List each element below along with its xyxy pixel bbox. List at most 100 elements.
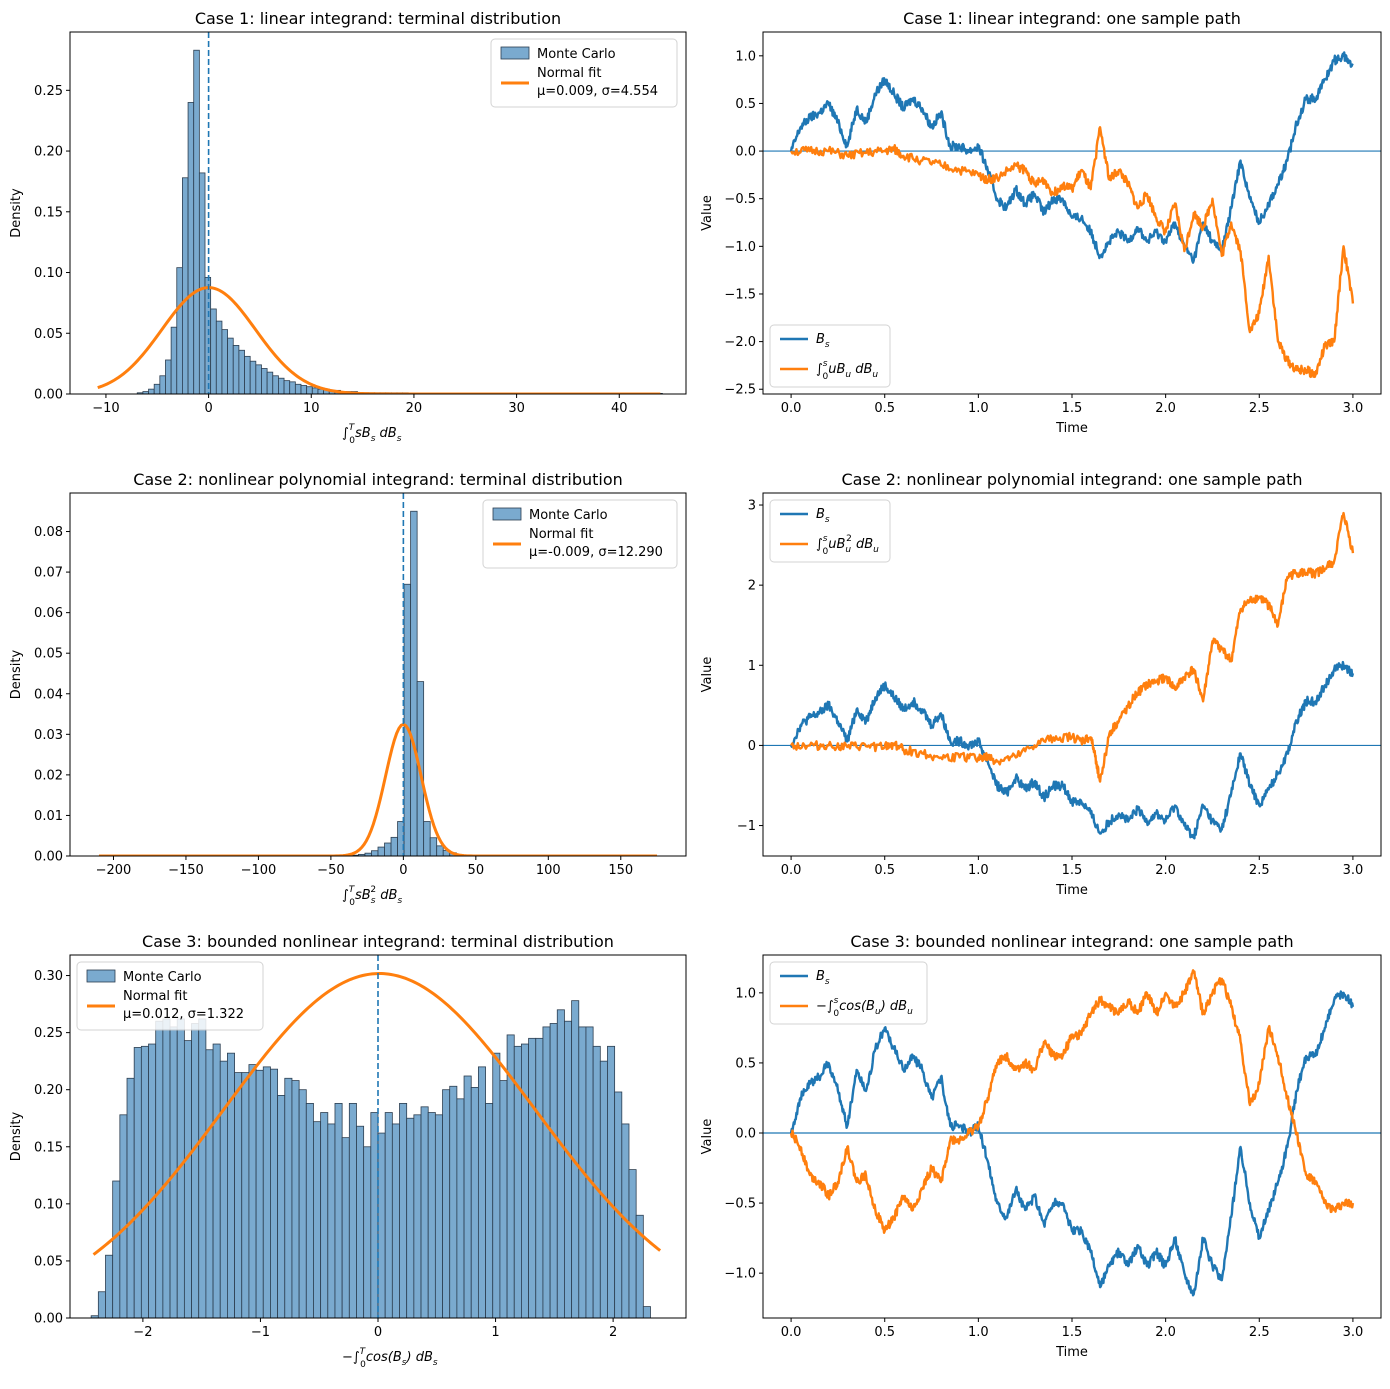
hist-bar <box>176 267 183 394</box>
y-axis-label: Value <box>700 657 715 693</box>
hist-bar <box>227 337 234 394</box>
hist-bar <box>542 1026 551 1318</box>
y-tick-label: 0.20 <box>34 1083 63 1098</box>
axes-frame <box>69 31 687 395</box>
legend-box <box>769 961 928 1025</box>
hist-bar <box>244 355 251 394</box>
x-tick-label: 0.5 <box>874 401 895 416</box>
hist-bar <box>212 1043 221 1318</box>
legend-label-part: s <box>834 996 839 1006</box>
plot-area <box>763 51 1381 379</box>
y-tick-label: −2.5 <box>724 383 756 398</box>
y-tick-label: 0.20 <box>34 145 63 160</box>
hist-bar <box>485 1102 494 1318</box>
legend-label-part: ∫ <box>816 362 823 377</box>
legend-swatch-hist <box>500 46 530 60</box>
x-tick-label: 0.0 <box>781 863 802 878</box>
legend-label-part: cos(B <box>839 999 875 1014</box>
series-line-B <box>789 990 1355 1297</box>
hist-bar <box>371 850 379 856</box>
x-axis-label-part: s <box>371 896 376 906</box>
y-tick-label: −1 <box>737 819 756 834</box>
legend: Bs∫s 0uBu2 dBu <box>769 499 891 563</box>
hist-bar <box>232 345 240 394</box>
hist-bar <box>356 1125 365 1318</box>
legend-label-part: −∫ <box>816 999 834 1014</box>
y-tick-label: 0.07 <box>34 566 63 581</box>
chart-title: Case 2: nonlinear polynomial integrand: … <box>842 470 1303 489</box>
x-axis-label-part: dB <box>375 426 396 441</box>
hist-bar <box>221 329 228 394</box>
hist-bar <box>420 1106 429 1318</box>
legend-label: Normal fit <box>537 66 601 81</box>
x-tick-label: 2.0 <box>1155 863 1176 878</box>
y-axis-label: Value <box>700 195 715 231</box>
hist-bar <box>119 1114 128 1318</box>
series-line-I <box>789 969 1355 1234</box>
x-tick-label: −150 <box>168 863 204 878</box>
y-tick-label: −1.5 <box>724 287 756 302</box>
y-tick-label: 0.05 <box>34 1254 63 1269</box>
hist-bar <box>449 1085 458 1318</box>
x-axis-label-part: sB <box>355 426 371 441</box>
x-tick-label: 2.5 <box>1249 1325 1270 1340</box>
hist-bar <box>227 1052 235 1318</box>
x-tick-label: −1 <box>251 1325 270 1340</box>
x-axis-label-part: sB <box>355 888 371 903</box>
legend-label-part: dB <box>851 362 872 377</box>
hist-bar <box>193 49 200 394</box>
chart-title: Case 2: nonlinear polynomial integrand: … <box>133 470 623 489</box>
chart-p2: 0.0 0.5 1.0 1.5 2.0 2.5 3.0 −2.5 −2.0 −1.5 −1.0 −0.… <box>700 9 1382 436</box>
legend-label-part: ) dB <box>880 999 907 1014</box>
y-tick-label: −1.0 <box>724 240 756 255</box>
x-axis-label-part: s <box>433 1358 438 1368</box>
legend-label: Monte Carlo <box>537 47 616 62</box>
legend: Monte Carlo Normal fit μ=0.009, σ=4.554 <box>490 38 678 108</box>
hist-bar <box>334 1102 343 1318</box>
x-axis-label-part: dB <box>376 888 397 903</box>
hist-bar <box>182 177 189 394</box>
legend-label-part: s <box>825 340 830 350</box>
hist-bar <box>521 1043 529 1318</box>
hist-bar <box>215 320 223 394</box>
x-tick-label: 2.5 <box>1249 863 1270 878</box>
hist-bar <box>410 510 418 856</box>
hist-bar <box>384 1112 393 1318</box>
y-tick-label: 0.00 <box>34 850 63 865</box>
x-tick-label: 1.5 <box>1062 863 1083 878</box>
y-tick-label: 1 <box>748 659 756 674</box>
legend-label: Normal fit <box>529 527 593 542</box>
hist-bar <box>300 385 308 394</box>
hist-bar <box>470 1087 479 1318</box>
hist-bar <box>456 1098 465 1318</box>
y-tick-label: 0.5 <box>735 97 756 112</box>
hist-bar <box>377 1132 386 1318</box>
legend-box <box>76 961 264 1031</box>
series-line-I <box>790 511 1355 783</box>
legend-label-part: u <box>845 545 851 555</box>
series-line-B <box>790 660 1355 840</box>
y-tick-label: 0.00 <box>34 388 63 403</box>
hist-bar <box>148 388 155 394</box>
legend-label: μ=0.009, σ=4.554 <box>537 84 658 99</box>
x-tick-label: −2 <box>133 1325 152 1340</box>
x-axis-label-part: s <box>402 1358 407 1368</box>
hist-bar <box>642 1306 651 1318</box>
legend: Bs−∫s 0cos(Bu) dBu <box>769 961 928 1025</box>
hist-bar <box>272 375 279 394</box>
x-axis-label-part: ) dB <box>405 1350 432 1365</box>
x-axis-label-part: 0 <box>349 436 355 446</box>
hist-bar <box>255 1069 264 1318</box>
x-axis-label-part: s <box>397 434 402 444</box>
legend-label-part: s <box>823 359 828 369</box>
hist-bar <box>126 1077 135 1318</box>
legend-label-part: u <box>873 545 879 555</box>
x-tick-label: 0.0 <box>781 1325 802 1340</box>
y-tick-label: 0.10 <box>34 266 63 281</box>
x-tick-label: 50 <box>468 863 485 878</box>
hist-bar <box>291 1080 300 1318</box>
chart-title: Case 1: linear integrand: terminal distr… <box>195 9 561 28</box>
hist-bar <box>327 1123 336 1318</box>
x-axis-label: Time <box>1055 421 1088 436</box>
hist-bar <box>311 387 319 394</box>
